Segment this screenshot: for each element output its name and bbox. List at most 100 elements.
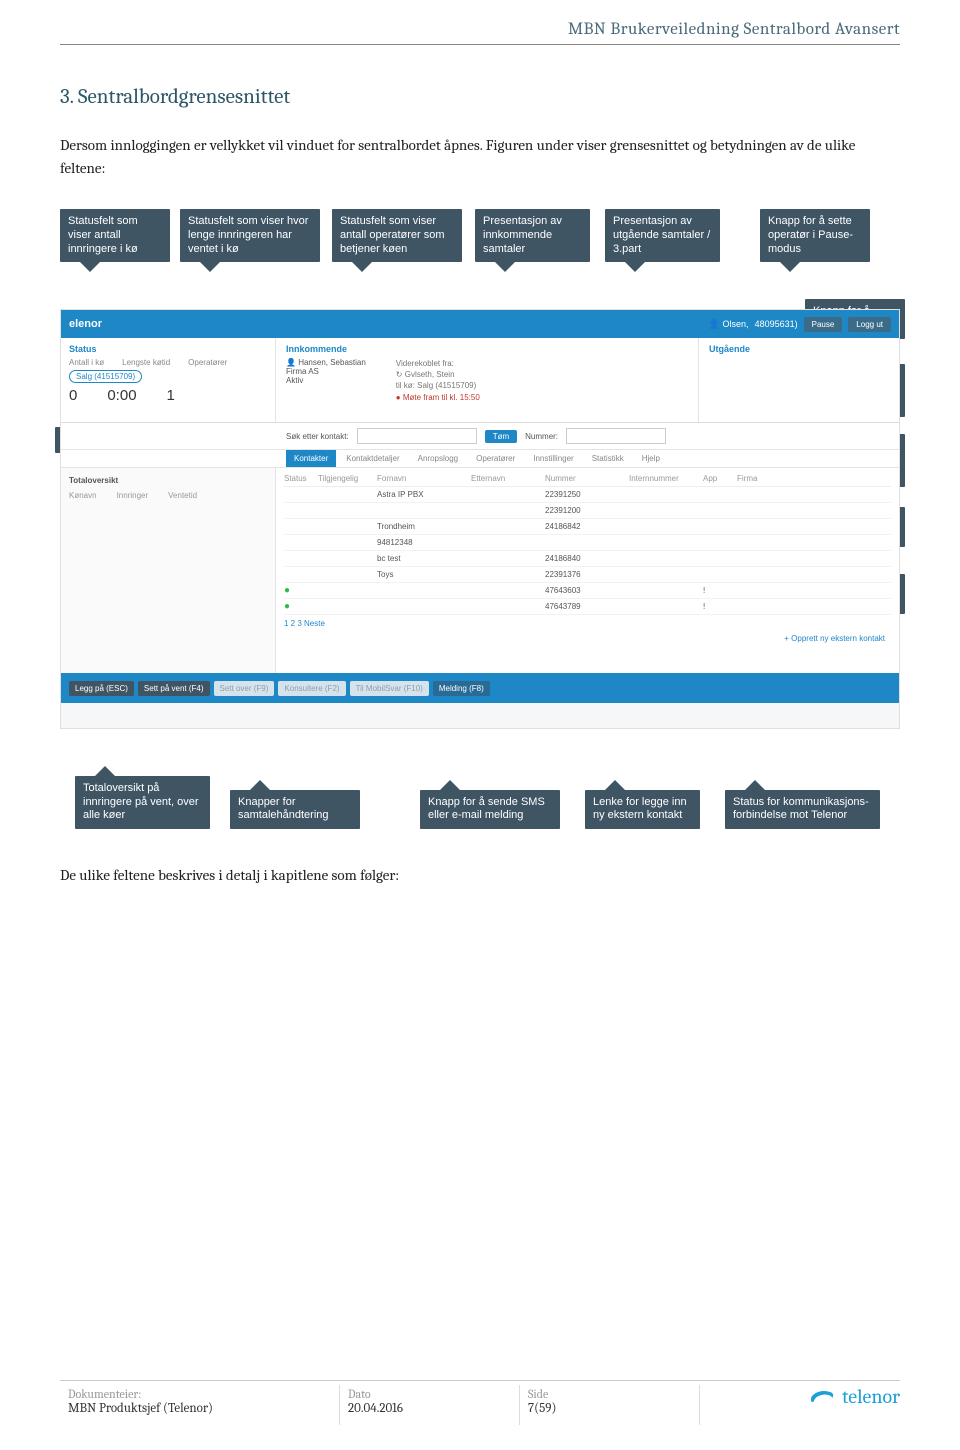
tab-operatorer[interactable]: Operatører	[468, 450, 523, 467]
tab-statistikk[interactable]: Statistikk	[584, 450, 632, 467]
total-header: Totaloversikt	[69, 476, 267, 485]
callout-connection-status: Status for kommunikasjons-forbindelse mo…	[725, 790, 880, 830]
callout-incoming-calls: Presentasjon av innkommende samtaler	[475, 209, 590, 262]
tab-kontakter[interactable]: Kontakter	[286, 450, 336, 467]
pager[interactable]: 1 2 3 Neste	[284, 615, 891, 632]
footer-date-label: Dato	[348, 1387, 511, 1401]
number-label: Nummer:	[525, 432, 558, 441]
incoming-panel: Innkommende 👤 Hansen, Sebastian Firma AS…	[276, 338, 699, 422]
contacts-table: Status Tilgjengelig Fornavn Etternavn Nu…	[276, 468, 899, 673]
status-header: Status	[69, 344, 267, 354]
search-label: Søk etter kontakt:	[286, 432, 349, 441]
btn-settover[interactable]: Sett over (F9)	[214, 681, 275, 696]
intro-paragraph: Dersom innloggingen er vellykket vil vin…	[0, 129, 960, 184]
telenor-logo-text: telenor	[842, 1385, 900, 1408]
pause-button[interactable]: Pause	[804, 317, 843, 332]
app-topbar: elenor Olsen, 48095631) Pause Logg ut	[61, 310, 899, 338]
annotated-screenshot-figure: Statusfelt som viser antall innringere i…	[60, 209, 900, 829]
table-row[interactable]: 22391200	[284, 503, 891, 519]
total-panel: Totaloversikt Kønavn Innringer Ventetid	[61, 468, 276, 673]
callout-new-contact-link: Lenke for legge inn ny ekstern kontakt	[585, 790, 700, 830]
btn-konsultere[interactable]: Konsultere (F2)	[278, 681, 345, 696]
user-phone: 48095631)	[755, 319, 798, 329]
wifi-icon	[875, 681, 891, 696]
app-window: elenor Olsen, 48095631) Pause Logg ut St…	[60, 309, 900, 729]
number-input[interactable]	[566, 428, 666, 444]
tab-hjelp[interactable]: Hjelp	[634, 450, 668, 467]
outgoing-panel: Utgående	[699, 338, 899, 422]
callout-call-handling-buttons: Knapper for samtalehåndtering	[230, 790, 360, 830]
page-footer: Dokumenteier: MBN Produktsjef (Telenor) …	[60, 1380, 900, 1425]
tab-innstillinger[interactable]: Innstillinger	[525, 450, 581, 467]
brand-label: elenor	[69, 318, 102, 330]
table-row[interactable]: 94812348	[284, 535, 891, 551]
callout-message-button: Knapp for å sende SMS eller e-mail meldi…	[420, 790, 560, 830]
total-col1: Kønavn	[69, 491, 97, 500]
topbar-right: Olsen, 48095631) Pause Logg ut	[709, 317, 891, 332]
total-col2: Innringer	[117, 491, 149, 500]
callout-outgoing-calls: Presentasjon av utgående samtaler / 3.pa…	[605, 209, 720, 262]
logout-button[interactable]: Logg ut	[848, 317, 891, 332]
callout-total-overview: Totaloversikt på innringere på vent, ove…	[75, 776, 210, 829]
app-footer-bar: Legg på (ESC) Sett på vent (F4) Sett ove…	[61, 673, 899, 703]
telenor-icon	[808, 1386, 836, 1408]
tab-anropslogg[interactable]: Anropslogg	[410, 450, 466, 467]
caller-name: 👤 Hansen, Sebastian	[286, 358, 366, 367]
table-row[interactable]: ●47643789!	[284, 599, 891, 615]
caller-firm: Firma AS	[286, 367, 366, 376]
col-antall-label: Antall i kø	[69, 358, 104, 367]
main-split: Totaloversikt Kønavn Innringer Ventetid …	[61, 468, 899, 673]
ch-intern: Internnummer	[629, 474, 699, 483]
btn-settpavent[interactable]: Sett på vent (F4)	[138, 681, 210, 696]
table-row[interactable]: bc test24186840	[284, 551, 891, 567]
footer-owner-value: MBN Produktsjef (Telenor)	[68, 1401, 331, 1416]
telenor-logo: telenor	[808, 1385, 900, 1408]
footer-logo-cell: telenor	[700, 1385, 900, 1408]
queue-name-chip[interactable]: Salg (41515709)	[69, 370, 142, 383]
user-name: Olsen,	[709, 319, 749, 330]
search-row: Søk etter kontakt: Tøm Nummer:	[61, 423, 899, 450]
footer-page-value: 7(59)	[528, 1401, 691, 1416]
ch-firma: Firma	[737, 474, 777, 483]
footer-page-label: Side	[528, 1387, 691, 1401]
forward-queue: til kø: Salg (41515709)	[396, 380, 480, 391]
table-row[interactable]: Astra IP PBX22391250	[284, 487, 891, 503]
table-row[interactable]: ●47643603!	[284, 583, 891, 599]
footer-date-value: 20.04.2016	[348, 1401, 511, 1416]
status-panel: Status Antall i kø Lengste køtid Operatø…	[61, 338, 276, 422]
btn-mobilsvar[interactable]: Til MobilSvar (F10)	[350, 681, 429, 696]
table-row[interactable]: Toys22391376	[284, 567, 891, 583]
ch-etternavn: Etternavn	[471, 474, 541, 483]
col-oper-label: Operatører	[188, 358, 227, 367]
ch-nummer: Nummer	[545, 474, 625, 483]
contacts-header-row: Status Tilgjengelig Fornavn Etternavn Nu…	[284, 472, 891, 487]
page-header-title: MBN Brukerveiledning Sentralbord Avanser…	[0, 0, 960, 44]
new-contact-link[interactable]: + Opprett ny ekstern kontakt	[284, 632, 891, 645]
value-antall: 0	[69, 387, 77, 404]
clear-button[interactable]: Tøm	[485, 430, 517, 443]
table-row[interactable]: Trondheim24186842	[284, 519, 891, 535]
ch-tilgjengelig: Tilgjengelig	[318, 474, 373, 483]
total-col3: Ventetid	[168, 491, 197, 500]
header-rule	[60, 44, 900, 45]
search-input[interactable]	[357, 428, 477, 444]
forward-name: ↻ Gvlseth, Stein	[396, 369, 480, 380]
outro-paragraph: De ulike feltene beskrives i detalj i ka…	[0, 859, 960, 892]
col-lengste-label: Lengste køtid	[122, 358, 170, 367]
tabs-row: Kontakter Kontaktdetaljer Anropslogg Ope…	[61, 450, 899, 468]
section-title: 3. Sentralbordgrensesnittet	[0, 75, 960, 129]
callout-status-operators: Statusfelt som viser antall operatører s…	[332, 209, 462, 262]
footer-owner-label: Dokumenteier:	[68, 1387, 331, 1401]
status-row: Status Antall i kø Lengste køtid Operatø…	[61, 338, 899, 423]
value-lengste: 0:00	[107, 387, 136, 404]
tab-kontaktdetaljer[interactable]: Kontaktdetaljer	[338, 450, 407, 467]
callout-status-wait-time: Statusfelt som viser hvor lenge innringe…	[180, 209, 320, 262]
callout-pause-button: Knapp for å sette operatør i Pause-modus	[760, 209, 870, 262]
btn-melding[interactable]: Melding (F8)	[433, 681, 490, 696]
btn-leggpa[interactable]: Legg på (ESC)	[69, 681, 134, 696]
incoming-header: Innkommende	[286, 344, 688, 354]
outgoing-header: Utgående	[709, 344, 889, 354]
forward-label: Viderekoblet fra:	[396, 358, 480, 369]
forward-note: ● Møte fram til kl. 15:50	[396, 392, 480, 403]
caller-state: Aktiv	[286, 376, 366, 385]
